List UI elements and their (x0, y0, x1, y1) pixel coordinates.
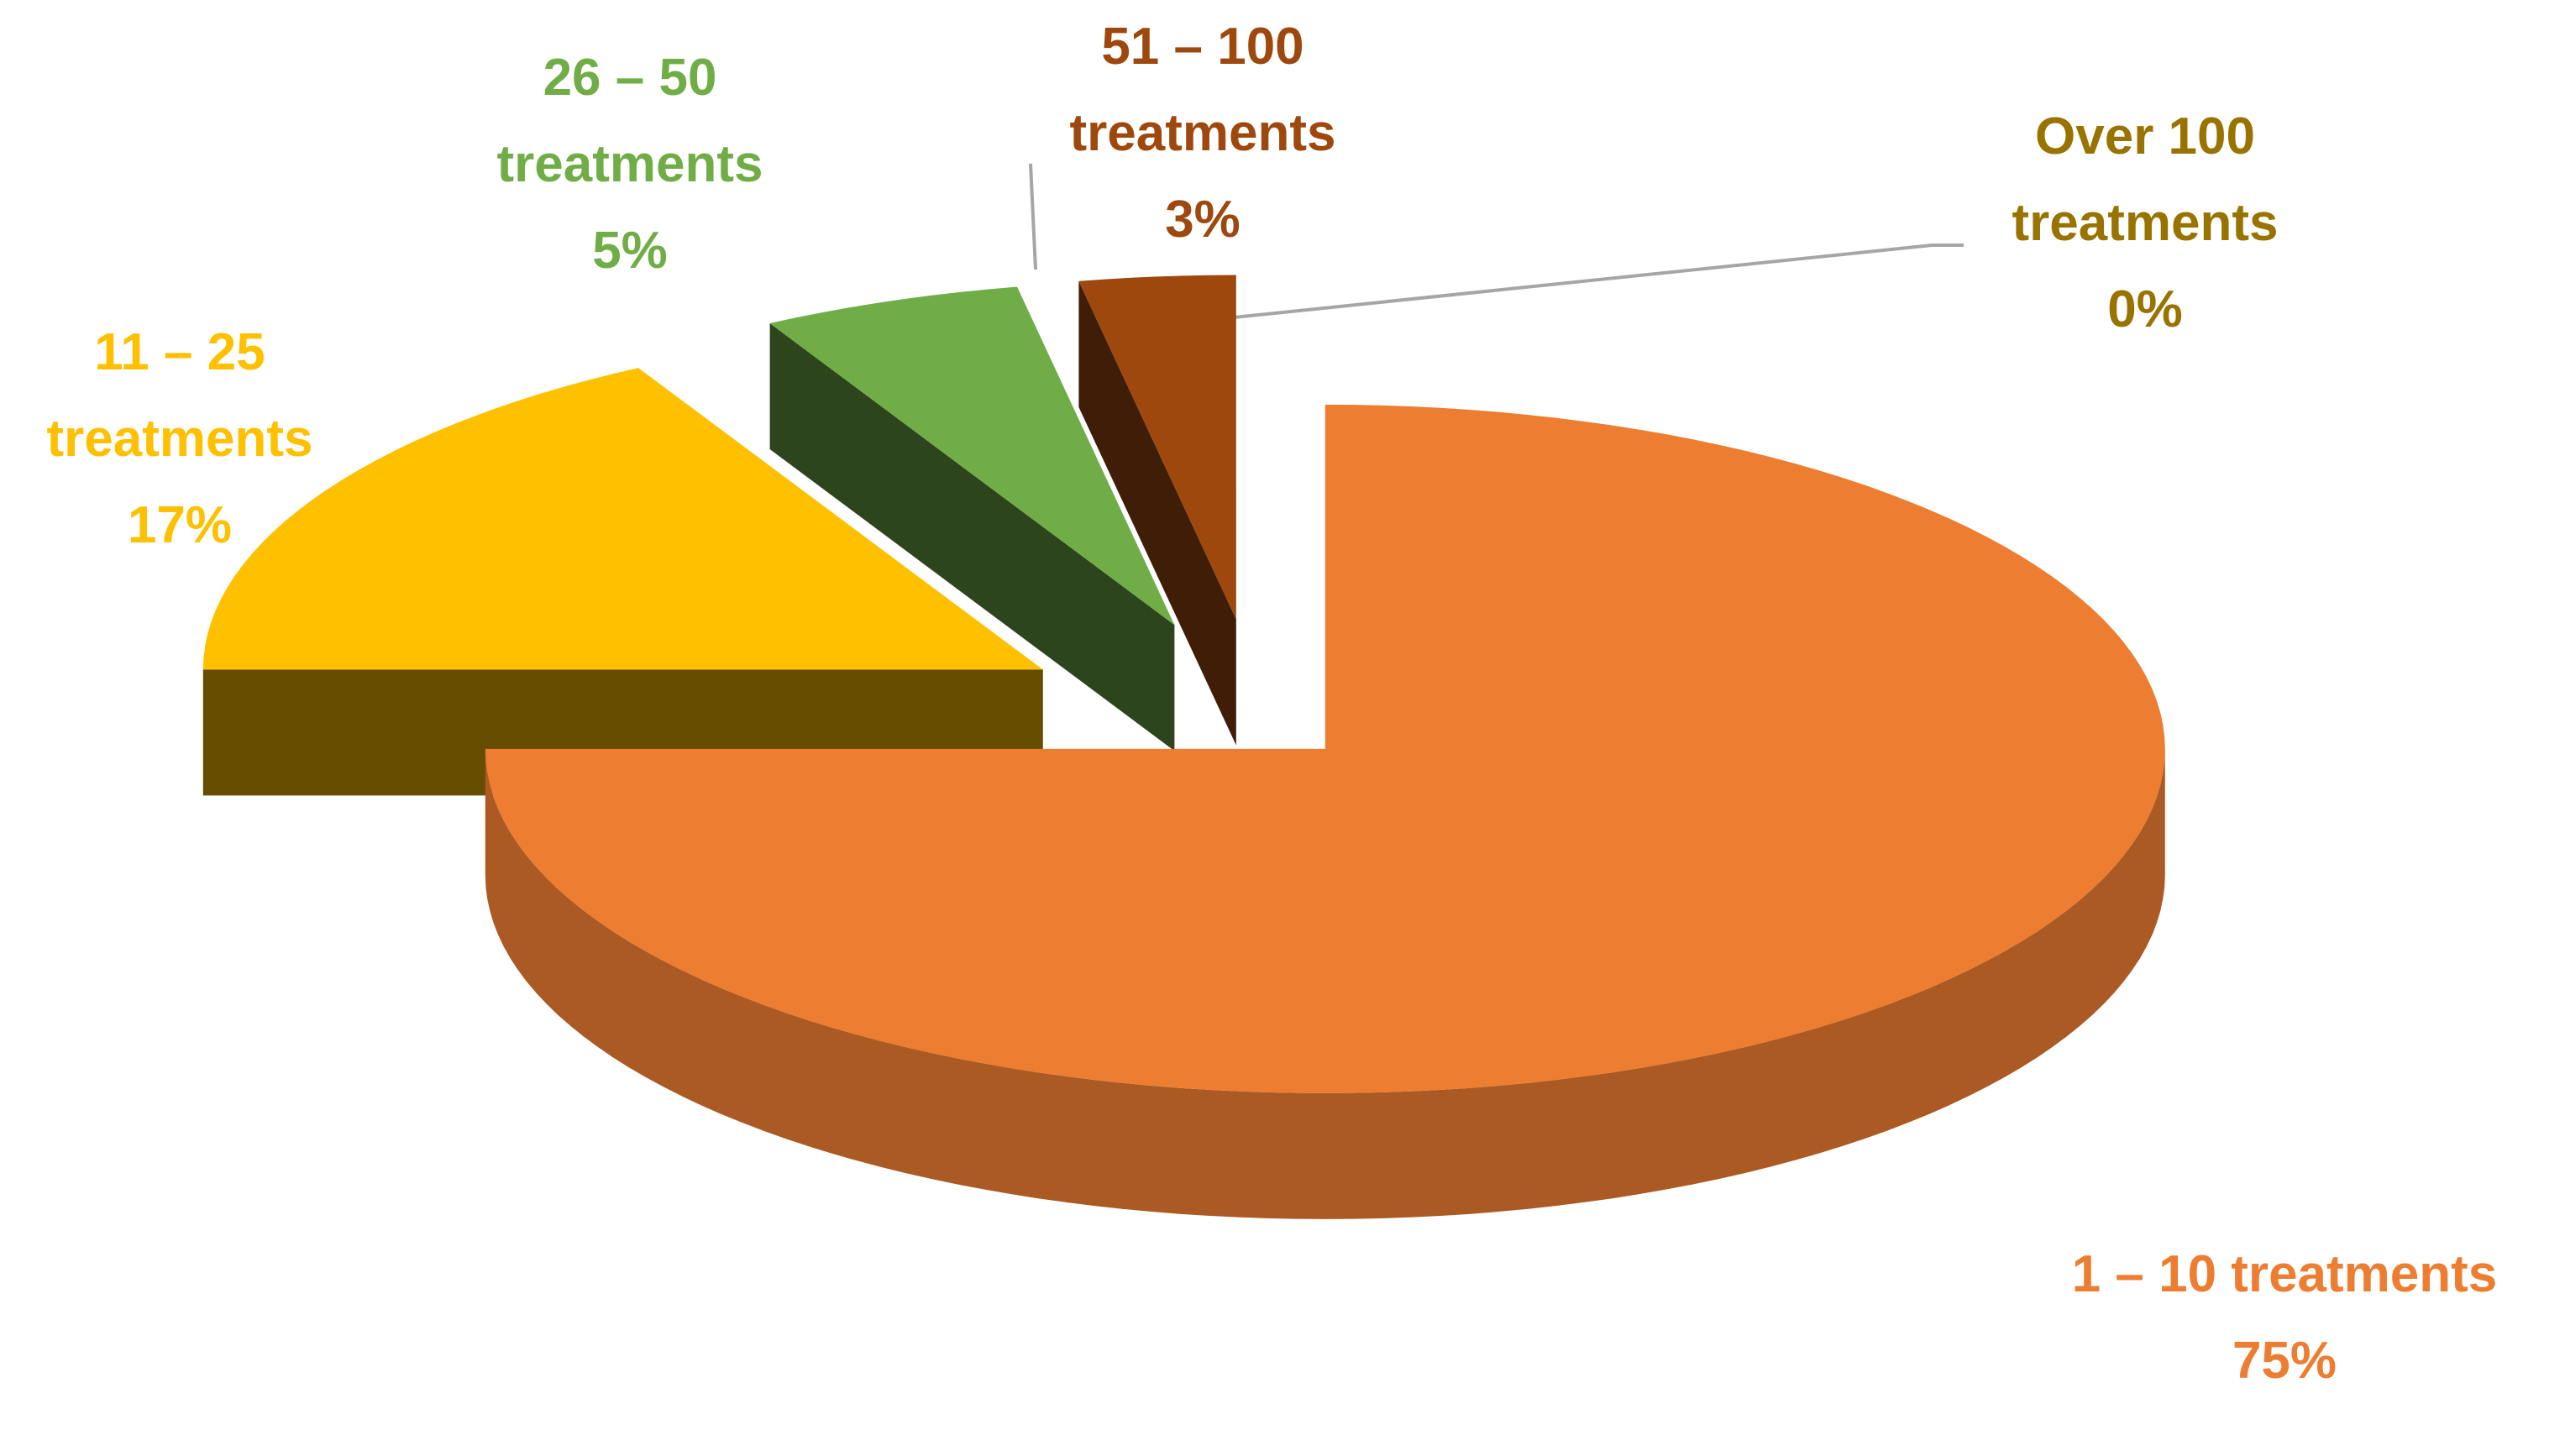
value-label: 75% (2232, 1332, 2337, 1390)
data-label: 11 – 25 treatments 17% (3, 309, 356, 568)
category-label: 11 – 25 treatments (46, 323, 313, 468)
category-label: Over 100 treatments (2012, 107, 2279, 252)
category-label: 1 – 10 treatments (2071, 1245, 2498, 1303)
category-label: 26 – 50 treatments (496, 49, 763, 193)
data-label: Over 100 treatments 0% (1969, 93, 2321, 353)
pie-slice (769, 286, 1175, 752)
data-label: 26 – 50 treatments 5% (454, 34, 806, 294)
value-label: 3% (1165, 191, 1241, 249)
value-label: 5% (592, 222, 668, 280)
slice-top (769, 286, 1175, 626)
leader-line (1120, 244, 1964, 331)
value-label: 0% (2107, 280, 2183, 338)
slice-side (1078, 280, 1236, 746)
leader-line (1029, 163, 1037, 270)
slice-top (202, 368, 1043, 670)
slice-side (485, 748, 2165, 1219)
slice-top (1078, 275, 1236, 620)
data-label: 1 – 10 treatments 75% (2016, 1231, 2553, 1404)
pie-slice (1078, 275, 1236, 746)
slice-side (769, 323, 1175, 752)
pie-slice (485, 404, 2165, 1219)
data-label: 51 – 100 treatments 3% (1026, 3, 1379, 263)
value-label: 17% (127, 496, 233, 554)
slice-top (485, 404, 2165, 1093)
category-label: 51 – 100 treatments (1069, 18, 1336, 162)
